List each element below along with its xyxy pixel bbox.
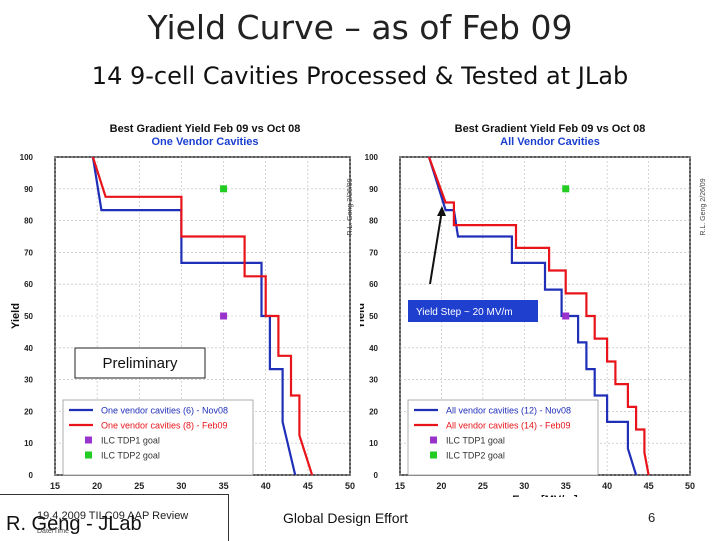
legend-label: ILC TDP2 goal [446, 451, 505, 461]
y-tick-label: 50 [24, 312, 33, 321]
chart-subtitle: One Vendor Cavities [152, 136, 259, 148]
x-tick-label: 15 [395, 481, 405, 491]
goal-marker [220, 185, 228, 193]
annotation-arrow [429, 209, 443, 285]
footer-date: 19.4.2009 TILC09 AAP Review [37, 510, 189, 522]
y-tick-label: 70 [369, 248, 378, 257]
legend-swatch [85, 451, 92, 459]
footer-notice: Date/Time [37, 528, 70, 535]
x-axis-label: Eacc [MV/m] [512, 494, 578, 497]
footer-page: 6 [648, 510, 656, 525]
y-tick-label: 20 [369, 407, 378, 416]
annotation-arrowhead [437, 206, 446, 216]
legend-label: ILC TDP1 goal [101, 436, 160, 446]
legend-label: ILC TDP1 goal [446, 436, 505, 446]
annotation-box [408, 300, 538, 322]
annotation-box [74, 347, 206, 379]
y-tick-label: 80 [24, 217, 33, 226]
legend-box [62, 399, 254, 476]
x-tick-label: 40 [602, 481, 612, 491]
legend-label: All vendor cavities (12) - Nov08 [446, 406, 571, 416]
x-tick-label: 25 [478, 481, 488, 491]
y-tick-label: 40 [24, 344, 33, 353]
x-tick-label: 30 [519, 481, 529, 491]
series-line-1 [91, 156, 314, 476]
x-tick-label: 40 [261, 481, 271, 491]
y-tick-label: 90 [369, 185, 378, 194]
x-tick-label: 50 [685, 481, 695, 491]
y-tick-label: 30 [369, 376, 378, 385]
legend-swatch [430, 436, 437, 444]
footer-author: R. Geng - JLab [6, 513, 142, 535]
y-tick-label: 10 [24, 439, 33, 448]
x-tick-label: 45 [644, 481, 654, 491]
y-tick-label: 40 [369, 344, 378, 353]
legend-label: ILC TDP2 goal [101, 451, 160, 461]
chart-all-vendor: Best Gradient Yield Feb 09 vs Oct 08All … [360, 123, 707, 497]
chart-watermark: R.L. Geng 2/26/09 [347, 178, 354, 235]
y-tick-label: 10 [369, 439, 378, 448]
y-tick-label: 60 [24, 280, 33, 289]
y-tick-label: 100 [365, 153, 379, 162]
x-tick-label: 25 [134, 481, 144, 491]
x-tick-label: 15 [50, 481, 60, 491]
chart-title: Best Gradient Yield Feb 09 vs Oct 08 [110, 123, 301, 135]
y-tick-label: 0 [29, 471, 34, 480]
chart-watermark: R.L. Geng 2/26/09 [700, 178, 707, 235]
y-tick-label: 90 [24, 185, 33, 194]
y-axis-label: Yield [360, 303, 367, 329]
legend-label: All vendor cavities (14) - Feb09 [446, 421, 571, 431]
y-tick-label: 50 [369, 312, 378, 321]
y-tick-label: 30 [24, 376, 33, 385]
series-line-0 [427, 156, 638, 476]
y-tick-label: 70 [24, 248, 33, 257]
chart-title: Best Gradient Yield Feb 09 vs Oct 08 [455, 123, 646, 135]
series-line-1 [427, 156, 650, 476]
legend-box [407, 399, 599, 476]
x-tick-label: 20 [92, 481, 102, 491]
legend-swatch [430, 451, 437, 459]
slide-subtitle: 14 9-cell Cavities Processed & Tested at… [91, 62, 629, 90]
x-tick-label: 30 [176, 481, 186, 491]
goal-marker [562, 312, 570, 320]
legend-swatch [85, 436, 92, 444]
x-tick-label: 20 [436, 481, 446, 491]
footer-center: Global Design Effort [283, 510, 409, 526]
y-tick-label: 0 [374, 471, 379, 480]
goal-marker [220, 312, 228, 320]
goal-marker [562, 185, 570, 193]
y-tick-label: 60 [369, 280, 378, 289]
y-tick-label: 20 [24, 407, 33, 416]
x-tick-label: 50 [345, 481, 355, 491]
footer-box [0, 494, 229, 541]
x-tick-label: 45 [303, 481, 313, 491]
y-tick-label: 80 [369, 217, 378, 226]
annotation-label: Yield Step ~ 20 MV/m [416, 307, 513, 318]
chart-one-vendor: Best Gradient Yield Feb 09 vs Oct 08One … [10, 123, 355, 491]
x-tick-label: 35 [561, 481, 571, 491]
legend-label: One vendor cavities (8) - Feb09 [101, 421, 228, 431]
chart-subtitle: All Vendor Cavities [500, 136, 600, 148]
y-axis-label: Yield [10, 303, 22, 329]
x-tick-label: 35 [219, 481, 229, 491]
annotation-label: Preliminary [102, 355, 178, 372]
legend-label: One vendor cavities (6) - Nov08 [101, 406, 228, 416]
slide-title: Yield Curve – as of Feb 09 [147, 8, 573, 47]
y-tick-label: 100 [20, 153, 34, 162]
